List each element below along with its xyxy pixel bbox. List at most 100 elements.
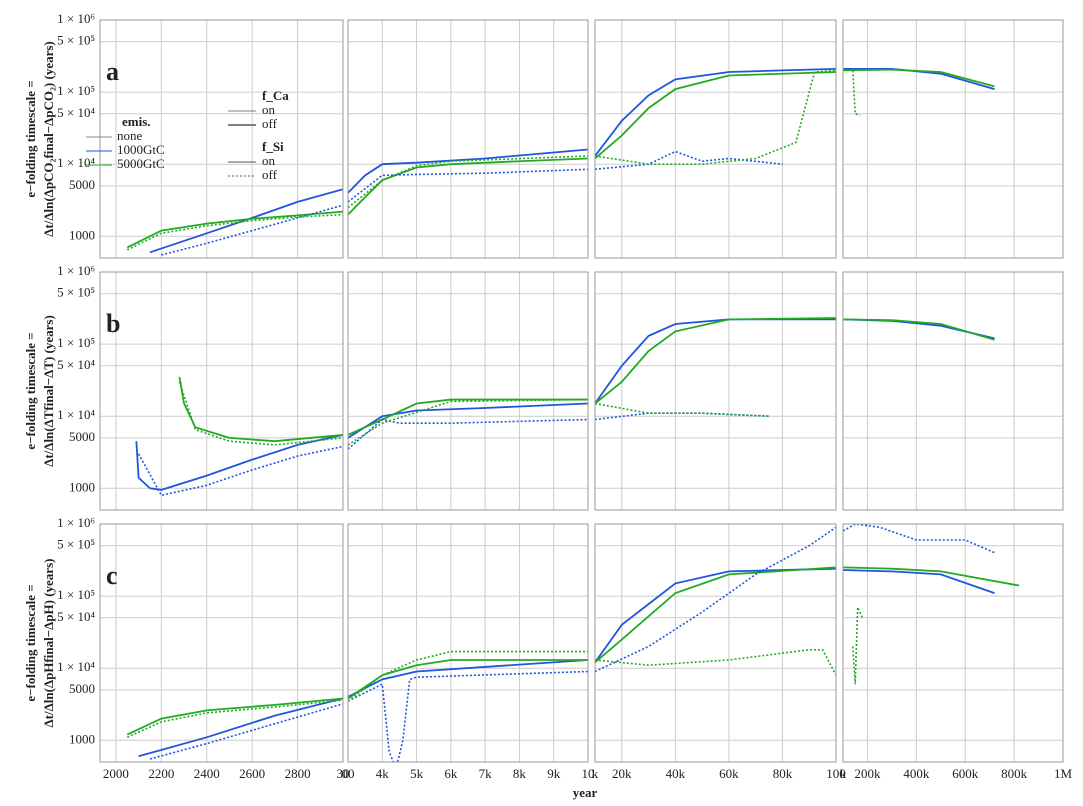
data-line (149, 703, 343, 760)
x-tick-label: 6k (444, 766, 458, 781)
data-line (843, 566, 1020, 587)
plot-area (126, 188, 343, 256)
y-tick-label: 5 × 10⁵ (57, 285, 95, 300)
x-tick-label: 20k (612, 766, 632, 781)
y-tick-label: 1 × 10⁶ (57, 515, 95, 530)
legend-entry: none (117, 128, 143, 143)
y-tick-label: 1000 (69, 479, 95, 494)
x-tick-label: 30 (337, 766, 350, 781)
panel-border (842, 523, 1064, 763)
panel-frame (594, 523, 837, 763)
plot-area (348, 398, 588, 450)
x-tick-label: 2600 (239, 766, 265, 781)
legend-title: emis. (122, 114, 151, 129)
panel-border (347, 271, 589, 511)
legend-entry: off (262, 167, 278, 182)
data-line (178, 381, 343, 446)
panel-letter: a (106, 57, 119, 86)
x-tick-label: 2400 (194, 766, 220, 781)
y-axis-label: Δt/Δln(ΔpCO₂final−ΔpCO₂) (years) (41, 41, 56, 237)
x-tick-label: 00 (342, 766, 355, 781)
y-tick-label: 5 × 10⁴ (57, 357, 95, 372)
y-tick-label: 5000 (69, 681, 95, 696)
panel-letter: c (106, 561, 118, 590)
panel-frame (842, 19, 1064, 259)
x-tick-label: k (592, 766, 599, 781)
legend-entry: on (262, 153, 276, 168)
data-line (595, 566, 836, 664)
panel-border (347, 523, 589, 763)
data-line (595, 150, 783, 171)
y-tick-label: 5 × 10⁵ (57, 33, 95, 48)
x-tick-label: 7k (479, 766, 493, 781)
data-line (348, 398, 588, 436)
plot-area (595, 526, 836, 676)
plot-area (348, 148, 588, 216)
plot-area (135, 376, 343, 497)
plot-area (595, 317, 836, 421)
y-tick-label: 1 × 10⁴ (57, 407, 95, 422)
y-axis-label: e−folding timescale = (23, 584, 38, 701)
data-line (595, 71, 836, 160)
panel-frame (99, 523, 344, 763)
x-tick-label: 2800 (285, 766, 311, 781)
plot-area (595, 67, 836, 171)
data-line (595, 526, 836, 673)
panel-frame (99, 271, 344, 511)
data-line (348, 650, 588, 702)
x-tick-label: 2000 (103, 766, 129, 781)
legend-entry: 1000GtC (117, 142, 165, 157)
x-tick-label: k (840, 766, 847, 781)
y-tick-label: 1000 (69, 227, 95, 242)
panel-frame (347, 523, 589, 763)
x-tick-label: 9k (547, 766, 561, 781)
panel-border (347, 19, 589, 259)
y-tick-label: 1 × 10⁵ (57, 335, 95, 350)
data-line (595, 67, 836, 157)
data-line (178, 376, 343, 443)
y-tick-label: 1 × 10⁴ (57, 155, 95, 170)
panel-border (842, 19, 1064, 259)
legend-title: f_Ca (262, 88, 289, 103)
y-tick-label: 1 × 10⁴ (57, 659, 95, 674)
plot-area (126, 697, 343, 760)
y-tick-label: 5 × 10⁴ (57, 609, 95, 624)
panel-border (594, 19, 837, 259)
x-tick-label: 40k (666, 766, 686, 781)
y-tick-label: 1 × 10⁶ (57, 11, 95, 26)
panel-border (99, 19, 344, 259)
panel-border (594, 523, 837, 763)
panel-border (842, 271, 1064, 511)
y-tick-label: 1 × 10⁶ (57, 263, 95, 278)
data-line (348, 168, 588, 203)
panel-frame (347, 19, 589, 259)
data-line (843, 68, 995, 88)
data-line (135, 434, 343, 491)
data-line (595, 69, 836, 165)
data-line (851, 606, 864, 685)
plot-area (843, 524, 1020, 685)
data-line (595, 402, 770, 417)
data-line (126, 697, 343, 736)
x-tick-label: 10 (582, 766, 595, 781)
panel-frame (99, 19, 344, 259)
x-tick-label: 400k (903, 766, 930, 781)
x-tick-label: 4k (376, 766, 390, 781)
y-tick-label: 5000 (69, 429, 95, 444)
x-tick-label: 80k (773, 766, 793, 781)
data-line (161, 204, 343, 256)
panel-frame (842, 271, 1064, 511)
x-tick-label: 1M (1054, 766, 1073, 781)
y-tick-label: 5 × 10⁵ (57, 537, 95, 552)
panel-frame (842, 523, 1064, 763)
x-tick-label: 5k (410, 766, 424, 781)
data-line (126, 210, 343, 249)
legend-title: f_Si (262, 139, 284, 154)
data-line (595, 648, 836, 676)
panel-border (99, 271, 344, 511)
plot-area (843, 318, 995, 341)
data-line (595, 317, 836, 405)
data-line (348, 670, 588, 762)
